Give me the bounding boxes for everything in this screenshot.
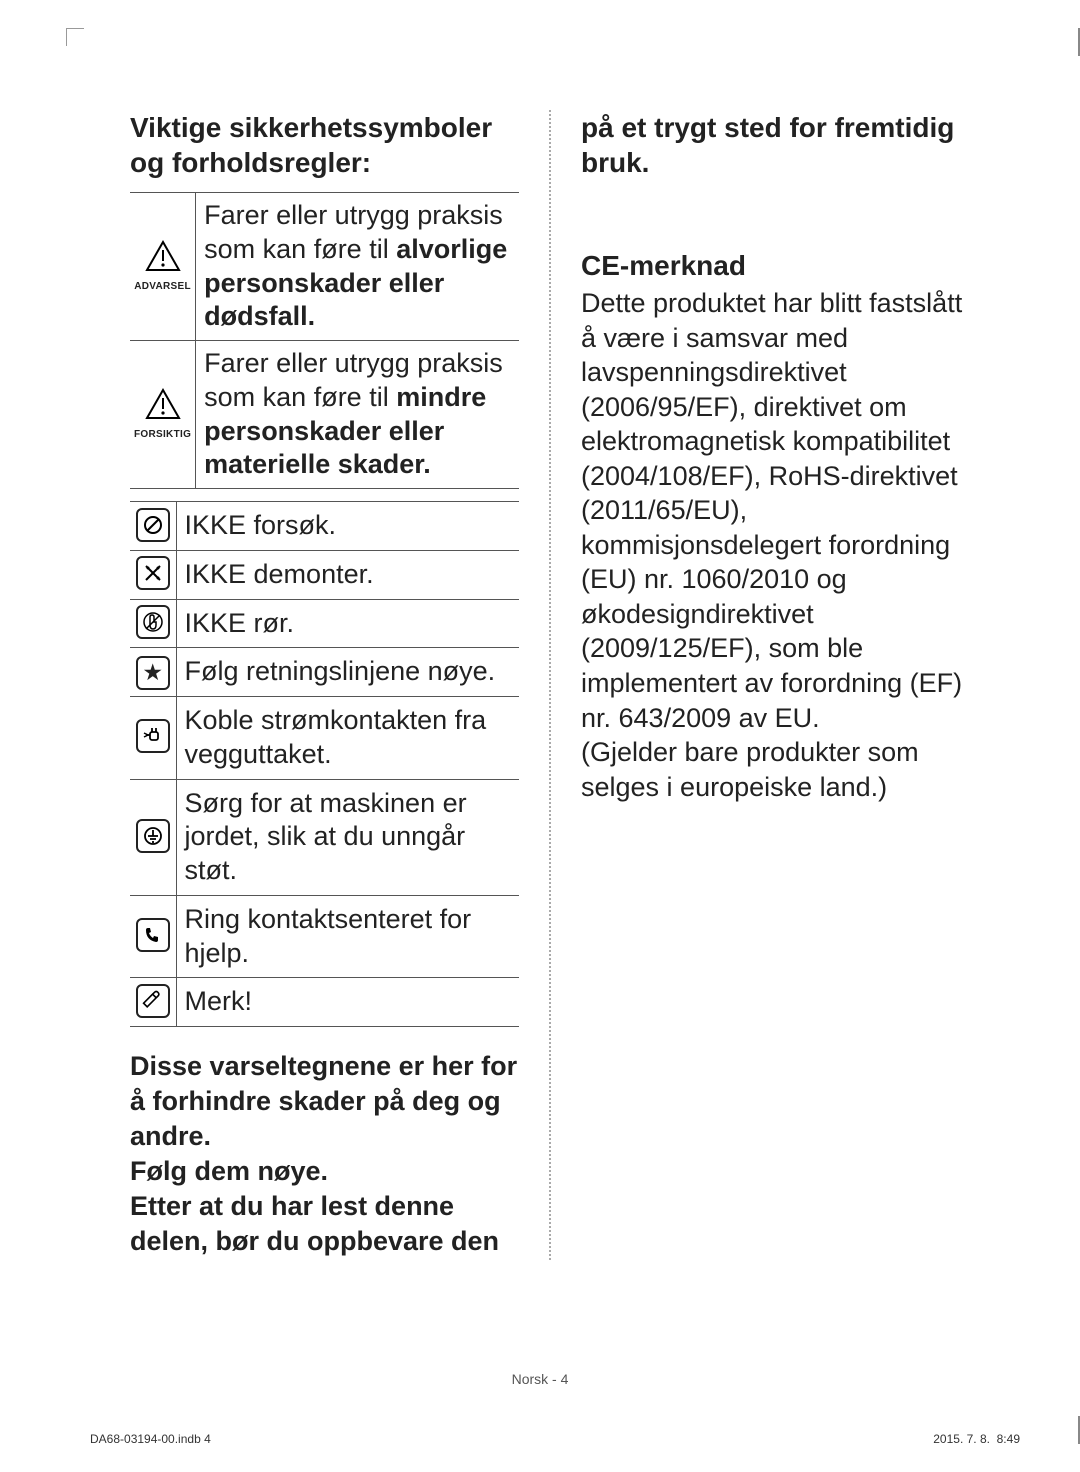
column-container: Viktige sikkerhetssymboler og forholdsre… (130, 110, 970, 1260)
symbol-text: Sørg for at maskinen er jordet, slik at … (176, 779, 519, 895)
symbol-cell (130, 599, 176, 648)
table-row: FORSIKTIG Farer eller utrygg praksis som… (130, 341, 519, 489)
footer-timestamp: 2015. 7. 8. ‎‎ 8:49 (933, 1432, 1020, 1446)
ce-body: Dette produktet har blitt fastslått å væ… (581, 286, 970, 804)
phone-icon (136, 918, 170, 952)
section-title: Viktige sikkerhetssymboler og forholdsre… (130, 110, 519, 180)
closing-paragraph: Disse varseltegnene er her for å forhind… (130, 1049, 519, 1260)
table-row: IKKE rør. (130, 599, 519, 648)
left-column: Viktige sikkerhetssymboler og forholdsre… (130, 110, 519, 1260)
symbol-text: IKKE forsøk. (176, 502, 519, 551)
caution-text: Farer eller utrygg praksis som kan føre … (196, 341, 519, 489)
symbol-cell (130, 697, 176, 780)
symbol-cell: ★ (130, 648, 176, 697)
symbol-text: Ring kontaktsenteret for hjelp. (176, 895, 519, 978)
continuation-heading: på et trygt sted for fremtidig bruk. (581, 110, 970, 180)
warning-icon-cell: ADVARSEL (130, 193, 196, 341)
table-row: Sørg for at maskinen er jordet, slik at … (130, 779, 519, 895)
unplug-icon (136, 719, 170, 753)
symbol-text: IKKE rør. (176, 599, 519, 648)
symbol-text: Følg retningslinjene nøye. (176, 648, 519, 697)
note-icon (136, 984, 170, 1018)
symbol-cell (130, 779, 176, 895)
table-row: ★ Følg retningslinjene nøye. (130, 648, 519, 697)
symbol-text: IKKE demonter. (176, 550, 519, 599)
table-row: Merk! (130, 978, 519, 1027)
symbol-cell (130, 895, 176, 978)
column-divider (549, 110, 551, 1260)
table-row: Ring kontaktsenteret for hjelp. (130, 895, 519, 978)
prohibit-icon (136, 508, 170, 542)
page-number: Norsk - 4 (0, 1371, 1080, 1387)
ce-heading: CE-merknad (581, 250, 970, 282)
symbol-text: Koble strømkontakten fra vegguttaket. (176, 697, 519, 780)
symbol-cell (130, 550, 176, 599)
symbol-text: Merk! (176, 978, 519, 1027)
warning-triangle-icon (145, 240, 181, 272)
no-touch-icon (136, 605, 170, 639)
page: Viktige sikkerhetssymboler og forholdsre… (0, 0, 1080, 1472)
caution-icon-cell: FORSIKTIG (130, 341, 196, 489)
footer-filename: DA68-03194-00.indb 4 (90, 1432, 211, 1446)
right-column: på et trygt sted for fremtidig bruk. CE-… (581, 110, 970, 1260)
symbol-table: IKKE forsøk. IKKE demonter. (130, 501, 519, 1027)
warning-text: Farer eller utrygg praksis som kan føre … (196, 193, 519, 341)
table-row: Koble strømkontakten fra vegguttaket. (130, 697, 519, 780)
table-row: IKKE forsøk. (130, 502, 519, 551)
star-icon: ★ (136, 656, 170, 690)
spacer (581, 224, 970, 250)
table-row: IKKE demonter. (130, 550, 519, 599)
ground-icon (136, 819, 170, 853)
table-row: ADVARSEL Farer eller utrygg praksis som … (130, 193, 519, 341)
symbol-cell (130, 978, 176, 1027)
warning-caption: ADVARSEL (134, 281, 191, 294)
warning-table: ADVARSEL Farer eller utrygg praksis som … (130, 192, 519, 489)
caution-caption: FORSIKTIG (134, 429, 191, 442)
symbol-cell (130, 502, 176, 551)
caution-triangle-icon (145, 388, 181, 420)
disassemble-icon (136, 556, 170, 590)
